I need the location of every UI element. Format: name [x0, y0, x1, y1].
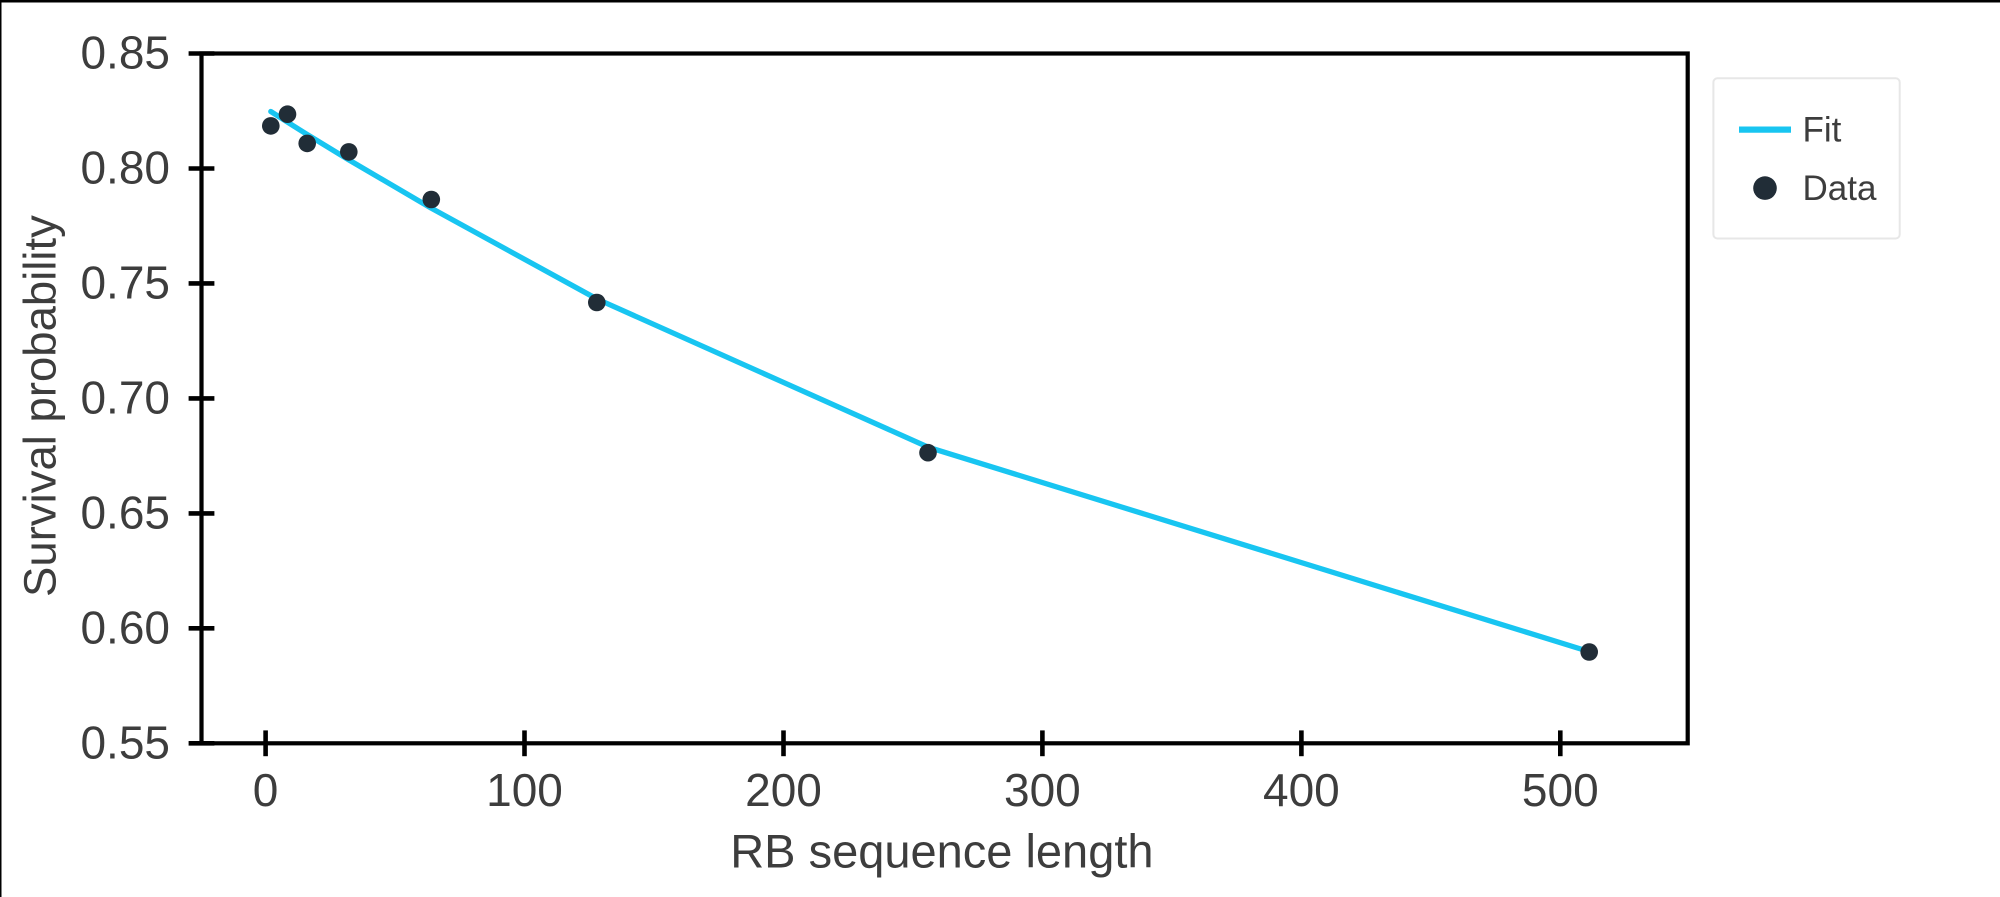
svg-text:0.70: 0.70	[80, 372, 170, 424]
svg-text:400: 400	[1263, 764, 1340, 816]
svg-text:0.60: 0.60	[80, 602, 170, 654]
svg-text:300: 300	[1004, 764, 1081, 816]
svg-text:0.65: 0.65	[80, 487, 170, 539]
svg-text:200: 200	[745, 764, 822, 816]
svg-text:0.85: 0.85	[80, 27, 170, 79]
svg-text:100: 100	[486, 764, 563, 816]
svg-text:Survival probability: Survival probability	[15, 215, 66, 597]
svg-text:0.80: 0.80	[80, 142, 170, 194]
svg-text:0.55: 0.55	[80, 717, 170, 769]
svg-text:0: 0	[253, 764, 279, 816]
svg-text:500: 500	[1522, 764, 1599, 816]
svg-text:RB sequence length: RB sequence length	[730, 825, 1153, 878]
svg-text:Fit: Fit	[1803, 111, 1842, 150]
svg-text:Data: Data	[1803, 169, 1877, 208]
svg-text:0.75: 0.75	[80, 257, 170, 309]
